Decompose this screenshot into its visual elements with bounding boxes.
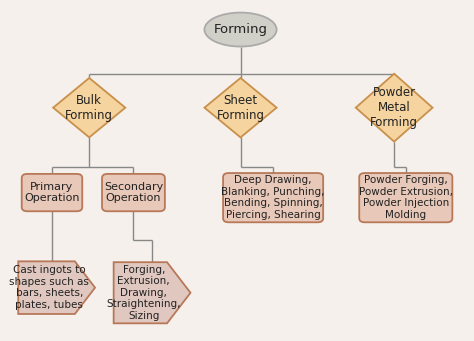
FancyBboxPatch shape (223, 173, 323, 222)
FancyBboxPatch shape (102, 174, 165, 211)
Text: Secondary
Operation: Secondary Operation (104, 182, 163, 203)
FancyBboxPatch shape (359, 173, 452, 222)
Text: Forging,
Extrusion,
Drawing,
Straightening,
Sizing: Forging, Extrusion, Drawing, Straighteni… (107, 265, 181, 321)
Polygon shape (53, 78, 125, 137)
Ellipse shape (204, 13, 277, 46)
Polygon shape (356, 74, 433, 142)
Text: Sheet
Forming: Sheet Forming (217, 94, 264, 122)
Polygon shape (18, 261, 95, 314)
Text: Powder Forging,
Powder Extrusion,
Powder Injection
Molding: Powder Forging, Powder Extrusion, Powder… (359, 175, 453, 220)
Text: Primary
Operation: Primary Operation (24, 182, 80, 203)
Text: Cast ingots to
shapes such as
bars, sheets,
plates, tubes: Cast ingots to shapes such as bars, shee… (9, 265, 90, 310)
Text: Deep Drawing,
Blanking, Punching,
Bending, Spinning,
Piercing, Shearing: Deep Drawing, Blanking, Punching, Bendin… (221, 175, 325, 220)
Text: Forming: Forming (213, 23, 267, 36)
FancyBboxPatch shape (22, 174, 82, 211)
Text: Powder
Metal
Forming: Powder Metal Forming (370, 86, 418, 129)
Polygon shape (114, 262, 191, 323)
Text: Bulk
Forming: Bulk Forming (65, 94, 113, 122)
Polygon shape (204, 78, 277, 137)
